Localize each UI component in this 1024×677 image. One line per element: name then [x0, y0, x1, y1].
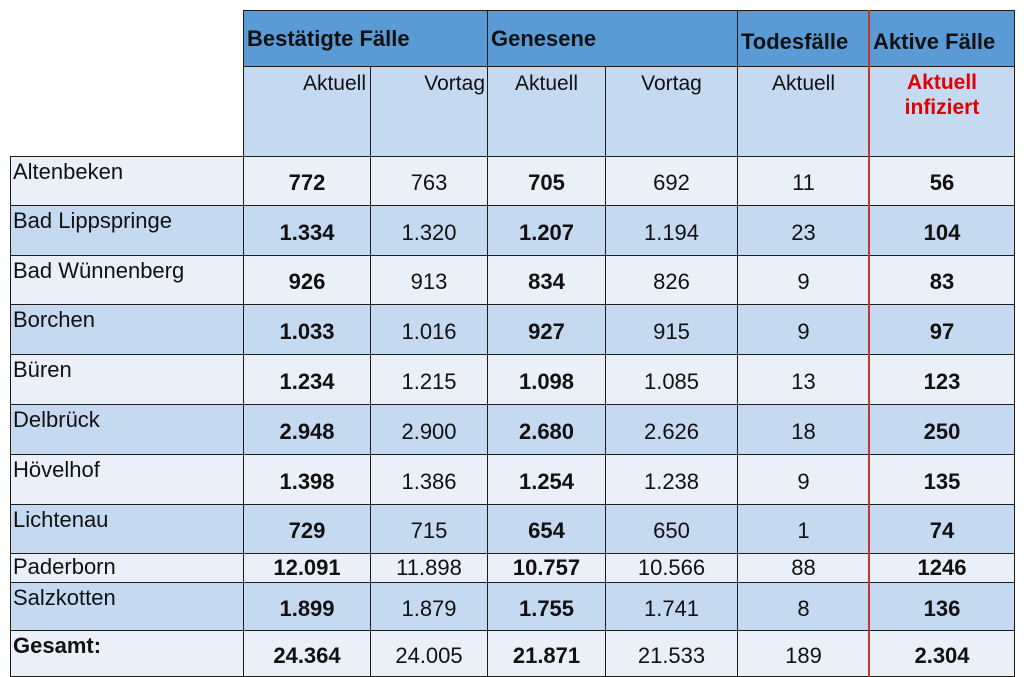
- value-cell: 692: [605, 156, 738, 206]
- value-cell: 104: [869, 205, 1015, 256]
- value-cell: 1.334: [243, 205, 371, 256]
- value-cell: 1.386: [370, 454, 488, 505]
- value-cell: 729: [243, 504, 371, 554]
- value-cell: 715: [370, 504, 488, 554]
- row-label: Büren: [10, 354, 244, 405]
- value-cell: 83: [869, 255, 1015, 305]
- value-cell: 705: [487, 156, 606, 206]
- value-cell: 1: [737, 504, 870, 554]
- row-label: Paderborn: [10, 553, 244, 583]
- subheader-recovered-previous: Vortag: [605, 66, 738, 157]
- active-line1: Aktuell: [906, 71, 977, 94]
- subheader-active-infected: Aktuell infiziert: [869, 66, 1015, 157]
- value-cell: 926: [243, 255, 371, 305]
- subheader-confirmed-previous: Vortag: [370, 66, 488, 157]
- value-cell: 10.757: [487, 553, 606, 583]
- value-cell: 772: [243, 156, 371, 206]
- value-cell: 24.364: [243, 630, 371, 677]
- value-cell: 1.207: [487, 205, 606, 256]
- value-cell: 913: [370, 255, 488, 305]
- subheader-confirmed-current: Aktuell: [243, 66, 371, 157]
- value-cell: 1.741: [605, 582, 738, 631]
- value-cell: 1.033: [243, 304, 371, 355]
- value-cell: 8: [737, 582, 870, 631]
- value-cell: 23: [737, 205, 870, 256]
- value-cell: 1.899: [243, 582, 371, 631]
- value-cell: 21.871: [487, 630, 606, 677]
- value-cell: 763: [370, 156, 488, 206]
- row-label: Bad Wünnenberg: [10, 255, 244, 305]
- value-cell: 826: [605, 255, 738, 305]
- header-active: Aktive Fälle: [869, 10, 1015, 67]
- value-cell: 650: [605, 504, 738, 554]
- value-cell: 1246: [869, 553, 1015, 583]
- value-cell: 18: [737, 404, 870, 455]
- value-cell: 1.098: [487, 354, 606, 405]
- value-cell: 11: [737, 156, 870, 206]
- value-cell: 654: [487, 504, 606, 554]
- header-confirmed: Bestätigte Fälle: [243, 10, 488, 67]
- value-cell: 13: [737, 354, 870, 405]
- row-label: Bad Lippspringe: [10, 205, 244, 256]
- value-cell: 1.215: [370, 354, 488, 405]
- value-cell: 1.254: [487, 454, 606, 505]
- value-cell: 1.320: [370, 205, 488, 256]
- value-cell: 1.194: [605, 205, 738, 256]
- value-cell: 9: [737, 255, 870, 305]
- blank-corner: [0, 0, 243, 157]
- value-cell: 97: [869, 304, 1015, 355]
- value-cell: 2.680: [487, 404, 606, 455]
- header-deaths: Todesfälle: [737, 10, 870, 67]
- value-cell: 10.566: [605, 553, 738, 583]
- value-cell: 9: [737, 304, 870, 355]
- value-cell: 9: [737, 454, 870, 505]
- value-cell: 1.085: [605, 354, 738, 405]
- value-cell: 88: [737, 553, 870, 583]
- value-cell: 21.533: [605, 630, 738, 677]
- value-cell: 2.948: [243, 404, 371, 455]
- row-label: Lichtenau: [10, 504, 244, 554]
- row-label: Borchen: [10, 304, 244, 355]
- value-cell: 915: [605, 304, 738, 355]
- header-recovered: Genesene: [487, 10, 738, 67]
- value-cell: 927: [487, 304, 606, 355]
- row-label: Gesamt:: [10, 630, 244, 677]
- row-label: Delbrück: [10, 404, 244, 455]
- value-cell: 74: [869, 504, 1015, 554]
- subheader-recovered-current: Aktuell: [487, 66, 606, 157]
- value-cell: 1.879: [370, 582, 488, 631]
- value-cell: 2.900: [370, 404, 488, 455]
- active-cases-divider: [868, 10, 870, 677]
- value-cell: 123: [869, 354, 1015, 405]
- value-cell: 1.398: [243, 454, 371, 505]
- value-cell: 2.304: [869, 630, 1015, 677]
- value-cell: 56: [869, 156, 1015, 206]
- value-cell: 11.898: [370, 553, 488, 583]
- value-cell: 1.238: [605, 454, 738, 505]
- row-label: Salzkotten: [10, 582, 244, 631]
- subheader-deaths-current: Aktuell: [737, 66, 870, 157]
- value-cell: 135: [869, 454, 1015, 505]
- value-cell: 189: [737, 630, 870, 677]
- value-cell: 24.005: [370, 630, 488, 677]
- value-cell: 834: [487, 255, 606, 305]
- value-cell: 1.016: [370, 304, 488, 355]
- value-cell: 1.234: [243, 354, 371, 405]
- row-label: Altenbeken: [10, 156, 244, 206]
- value-cell: 12.091: [243, 553, 371, 583]
- value-cell: 2.626: [605, 404, 738, 455]
- active-line2: infiziert: [904, 96, 980, 119]
- value-cell: 1.755: [487, 582, 606, 631]
- row-label: Hövelhof: [10, 454, 244, 505]
- value-cell: 136: [869, 582, 1015, 631]
- value-cell: 250: [869, 404, 1015, 455]
